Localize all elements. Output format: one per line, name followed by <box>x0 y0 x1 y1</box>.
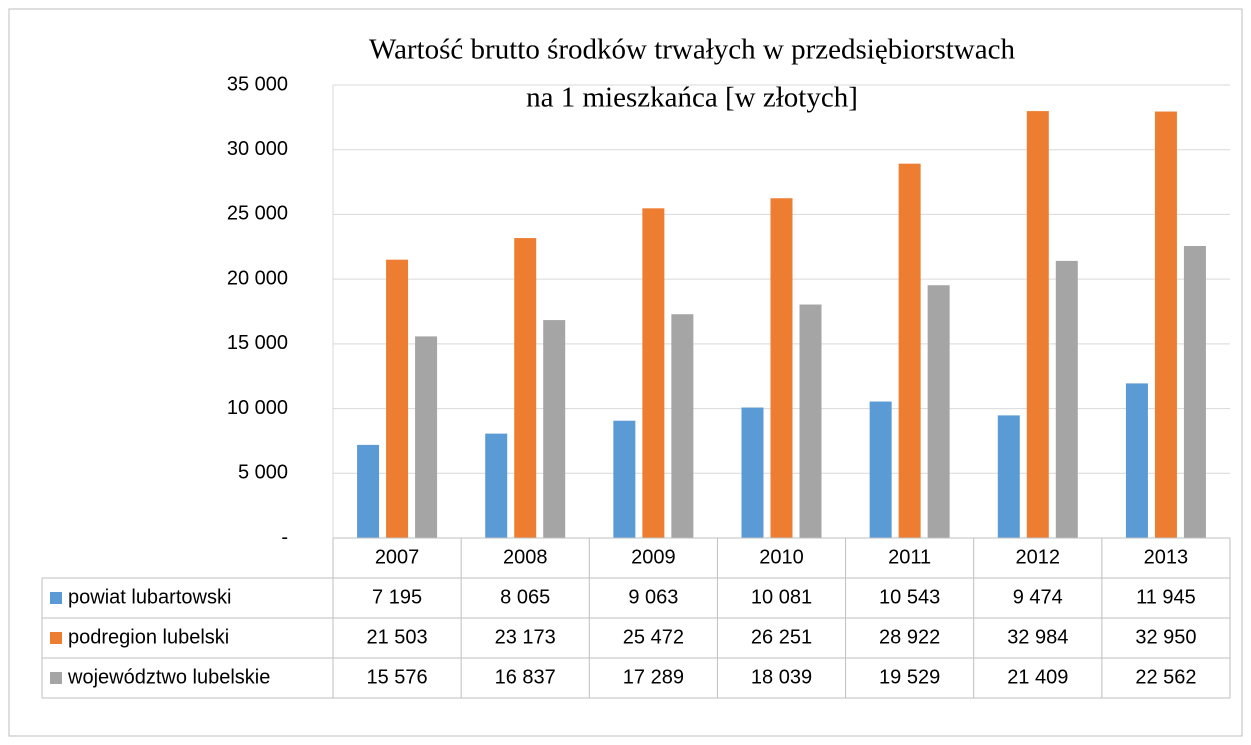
bar <box>869 401 892 538</box>
data-label: 32 984 <box>1007 626 1068 648</box>
chart-title: Wartość brutto środków trwałych w przeds… <box>369 34 1015 66</box>
bar <box>1183 245 1206 538</box>
x-tick-label: 2007 <box>375 546 420 568</box>
legend-key <box>50 592 62 604</box>
bar <box>1026 111 1049 538</box>
data-label: 25 472 <box>623 626 684 648</box>
bar <box>997 415 1020 538</box>
bar <box>741 407 764 538</box>
bar <box>671 314 694 538</box>
data-label: 8 065 <box>500 586 550 608</box>
legend-label: podregion lubelski <box>68 626 229 648</box>
legend-key <box>50 672 62 684</box>
data-label: 32 950 <box>1135 626 1196 648</box>
bar <box>1125 383 1148 538</box>
y-tick-label: 35 000 <box>227 73 288 95</box>
bar <box>485 433 508 538</box>
x-tick-label: 2011 <box>888 546 931 568</box>
bar <box>770 198 793 538</box>
y-tick-label: 15 000 <box>227 332 288 354</box>
y-tick-label: 10 000 <box>227 397 288 419</box>
x-tick-label: 2012 <box>1016 546 1061 568</box>
y-tick-label: - <box>281 526 288 548</box>
y-tick-label: 30 000 <box>227 138 288 160</box>
x-tick-label: 2010 <box>759 546 804 568</box>
bar <box>642 208 665 538</box>
bar <box>613 420 636 538</box>
data-label: 19 529 <box>879 666 940 688</box>
x-tick-label: 2009 <box>631 546 676 568</box>
x-tick-label: 2013 <box>1144 546 1189 568</box>
bar <box>799 304 822 538</box>
data-label: 10 543 <box>879 586 940 608</box>
data-label: 23 173 <box>495 626 556 648</box>
data-label: 11 945 <box>1136 586 1196 608</box>
data-label: 17 289 <box>623 666 684 688</box>
legend-label: województwo lubelskie <box>67 666 270 688</box>
data-label: 9 474 <box>1013 586 1063 608</box>
legend-label: powiat lubartowski <box>68 586 231 608</box>
bar <box>927 285 950 538</box>
data-label: 10 081 <box>751 586 812 608</box>
chart-title: na 1 mieszkańca [w złotych] <box>526 82 858 114</box>
bar <box>898 163 921 538</box>
y-tick-label: 20 000 <box>227 267 288 289</box>
bar <box>514 238 537 538</box>
data-label: 7 195 <box>372 586 422 608</box>
bar <box>1055 260 1078 538</box>
data-label: 22 562 <box>1135 666 1196 688</box>
bar <box>386 259 409 538</box>
data-label: 26 251 <box>751 626 812 648</box>
y-tick-label: 25 000 <box>227 203 288 225</box>
data-label: 21 409 <box>1007 666 1068 688</box>
bar <box>415 336 438 538</box>
legend-key <box>50 632 62 644</box>
y-tick-label: 5 000 <box>238 462 288 484</box>
data-label: 18 039 <box>751 666 812 688</box>
data-label: 9 063 <box>628 586 678 608</box>
x-tick-label: 2008 <box>503 546 548 568</box>
data-label: 21 503 <box>366 626 427 648</box>
bar <box>357 444 380 538</box>
data-label: 16 837 <box>495 666 556 688</box>
data-label: 28 922 <box>879 626 940 648</box>
bar <box>1154 111 1177 538</box>
data-label: 15 576 <box>366 666 427 688</box>
bar <box>543 320 566 538</box>
